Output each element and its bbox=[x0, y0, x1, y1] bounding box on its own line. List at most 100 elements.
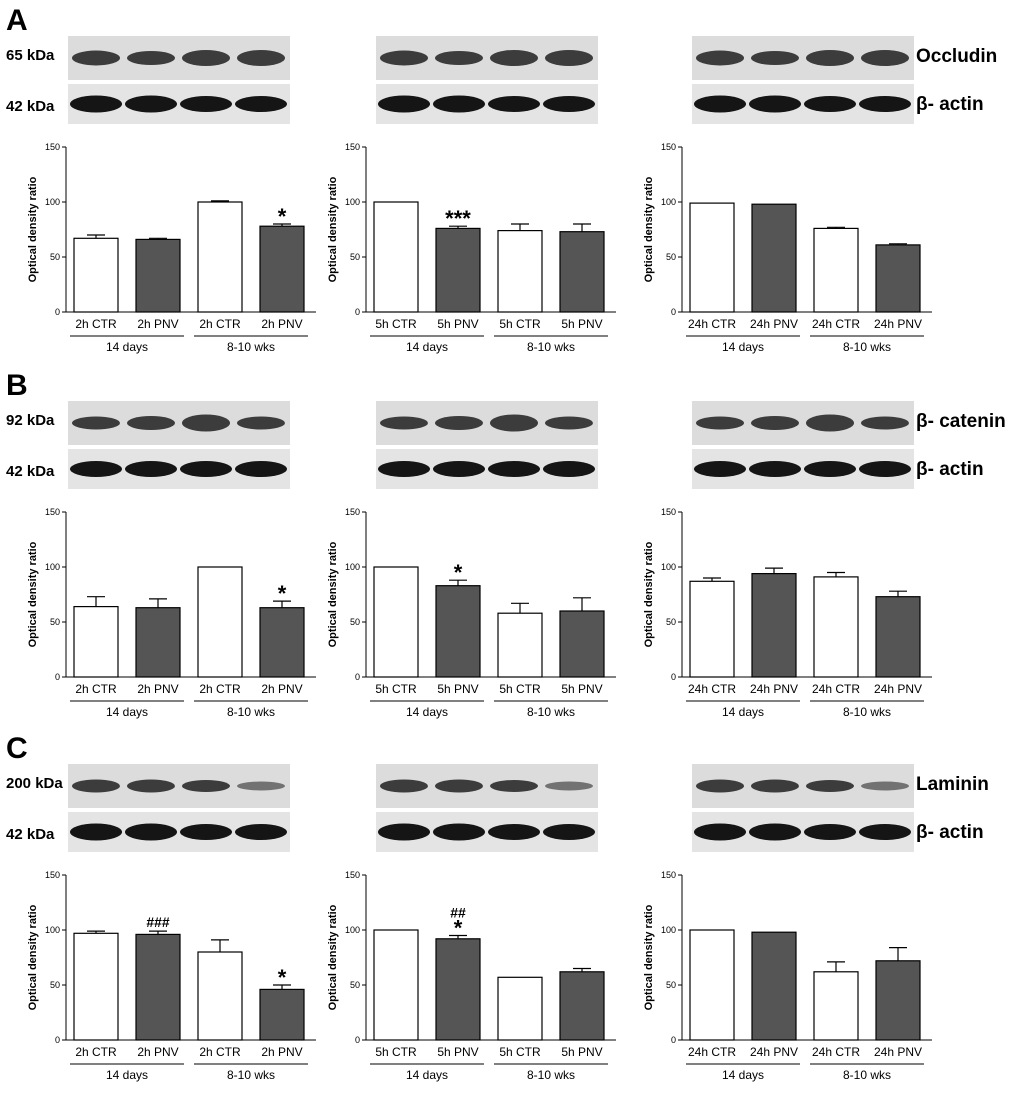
target-kda-label: 65 kDa bbox=[6, 47, 55, 64]
actin-band bbox=[235, 824, 287, 840]
y-tick-label: 100 bbox=[345, 925, 360, 935]
x-category-label: 5h PNV bbox=[561, 317, 602, 331]
actin-band bbox=[749, 95, 801, 113]
group-label: 8-10 wks bbox=[843, 1068, 891, 1082]
actin-band bbox=[694, 823, 746, 841]
bar-chart-b-1: 0 50 100 150 Optical density ratio 2h CTR 2h P… bbox=[27, 507, 316, 719]
x-category-label: 2h CTR bbox=[199, 317, 241, 331]
y-tick-label: 50 bbox=[666, 980, 676, 990]
bar-pnv-4 bbox=[259, 607, 305, 678]
bar-chart-c-2: 0 50 100 150 Optical density ratio 5h CTR *## 5… bbox=[327, 870, 616, 1082]
group-label: 8-10 wks bbox=[527, 705, 575, 719]
protein-band bbox=[545, 781, 593, 791]
panel-label-b: B bbox=[6, 369, 28, 402]
x-category-label: 24h PNV bbox=[874, 317, 922, 331]
chart-layer: 0 50 100 150 Optical density ratio 2h CTR 2h P… bbox=[27, 142, 932, 1082]
bar-ctr-3 bbox=[497, 976, 543, 1041]
protein-band bbox=[380, 779, 428, 793]
bar-ctr-1 bbox=[73, 932, 119, 1041]
x-category-label: 2h PNV bbox=[137, 317, 178, 331]
target-kda-label: 200 kDa bbox=[6, 775, 63, 792]
actin-band bbox=[804, 824, 856, 840]
significance-marker: ### bbox=[146, 914, 170, 930]
significance-marker: * bbox=[454, 560, 463, 585]
y-tick-label: 50 bbox=[350, 980, 360, 990]
x-category-label: 2h CTR bbox=[75, 1045, 117, 1059]
y-axis-label: Optical density ratio bbox=[643, 904, 655, 1010]
y-axis-label: Optical density ratio bbox=[643, 176, 655, 282]
y-tick-label: 0 bbox=[55, 1035, 60, 1045]
protein-band bbox=[182, 414, 230, 432]
group-label: 14 days bbox=[406, 1068, 448, 1082]
reference-kda-label: 42 kDa bbox=[6, 463, 55, 480]
y-tick-label: 150 bbox=[45, 870, 60, 880]
bar-pnv-2 bbox=[751, 931, 797, 1041]
y-tick-label: 100 bbox=[45, 197, 60, 207]
bar-ctr-1 bbox=[373, 566, 419, 678]
protein-band bbox=[751, 51, 799, 65]
bar-pnv-2 bbox=[135, 238, 181, 313]
y-axis-label: Optical density ratio bbox=[643, 541, 655, 647]
x-category-label: 24h PNV bbox=[874, 1045, 922, 1059]
blot-row-2: 92 kDa 42 kDa β- catenin β- actin bbox=[6, 401, 1006, 489]
actin-band bbox=[859, 96, 911, 112]
protein-band bbox=[861, 416, 909, 430]
protein-band bbox=[380, 416, 428, 430]
bar-ctr-1 bbox=[73, 237, 119, 313]
bar-pnv-2 bbox=[751, 572, 797, 678]
x-category-label: 5h PNV bbox=[437, 1045, 478, 1059]
y-tick-label: 100 bbox=[45, 925, 60, 935]
y-tick-label: 50 bbox=[50, 980, 60, 990]
x-category-label: 2h PNV bbox=[261, 317, 302, 331]
blot-row-3: 200 kDa 42 kDa Laminin β- actin bbox=[6, 764, 989, 852]
protein-band bbox=[237, 416, 285, 430]
bar-chart-c-1: 0 50 100 150 Optical density ratio 2h CTR ### 2… bbox=[27, 870, 316, 1082]
reference-kda-label: 42 kDa bbox=[6, 826, 55, 843]
actin-band bbox=[235, 96, 287, 112]
actin-band bbox=[804, 461, 856, 477]
group-label: 8-10 wks bbox=[843, 705, 891, 719]
y-axis-label: Optical density ratio bbox=[27, 176, 39, 282]
protein-band bbox=[861, 50, 909, 66]
bar-pnv-2 bbox=[435, 938, 481, 1041]
bar-ctr-3 bbox=[813, 576, 859, 678]
x-category-label: 2h CTR bbox=[75, 317, 117, 331]
y-tick-label: 100 bbox=[45, 562, 60, 572]
protein-band bbox=[237, 781, 285, 791]
x-category-label: 5h CTR bbox=[375, 1045, 417, 1059]
actin-band bbox=[180, 96, 232, 112]
actin-band bbox=[70, 823, 122, 841]
bar-ctr-1 bbox=[689, 202, 735, 313]
bar-pnv-2 bbox=[435, 585, 481, 678]
bar-ctr-3 bbox=[813, 971, 859, 1041]
bar-ctr-3 bbox=[197, 566, 243, 678]
actin-band bbox=[543, 96, 595, 112]
y-tick-label: 0 bbox=[671, 1035, 676, 1045]
actin-band bbox=[378, 95, 430, 113]
protein-band bbox=[72, 50, 120, 66]
y-tick-label: 100 bbox=[345, 562, 360, 572]
y-tick-label: 0 bbox=[55, 307, 60, 317]
actin-band bbox=[433, 823, 485, 841]
target-protein-label: Laminin bbox=[916, 774, 989, 795]
y-tick-label: 50 bbox=[350, 617, 360, 627]
y-tick-label: 150 bbox=[345, 870, 360, 880]
protein-band bbox=[380, 50, 428, 66]
group-label: 14 days bbox=[106, 340, 148, 354]
y-tick-label: 0 bbox=[671, 307, 676, 317]
x-category-label: 2h PNV bbox=[137, 682, 178, 696]
bar-pnv-4 bbox=[259, 988, 305, 1041]
group-label: 8-10 wks bbox=[527, 1068, 575, 1082]
x-category-label: 24h PNV bbox=[750, 682, 798, 696]
actin-band bbox=[180, 824, 232, 840]
y-tick-label: 150 bbox=[661, 507, 676, 517]
group-label: 8-10 wks bbox=[843, 340, 891, 354]
reference-protein-label: β- actin bbox=[916, 459, 984, 480]
panel-label-c: C bbox=[6, 732, 28, 765]
actin-band bbox=[433, 461, 485, 477]
significance-marker: *** bbox=[445, 206, 471, 231]
x-category-label: 5h CTR bbox=[499, 682, 541, 696]
y-axis-label: Optical density ratio bbox=[27, 904, 39, 1010]
group-label: 8-10 wks bbox=[227, 340, 275, 354]
actin-band bbox=[433, 95, 485, 113]
